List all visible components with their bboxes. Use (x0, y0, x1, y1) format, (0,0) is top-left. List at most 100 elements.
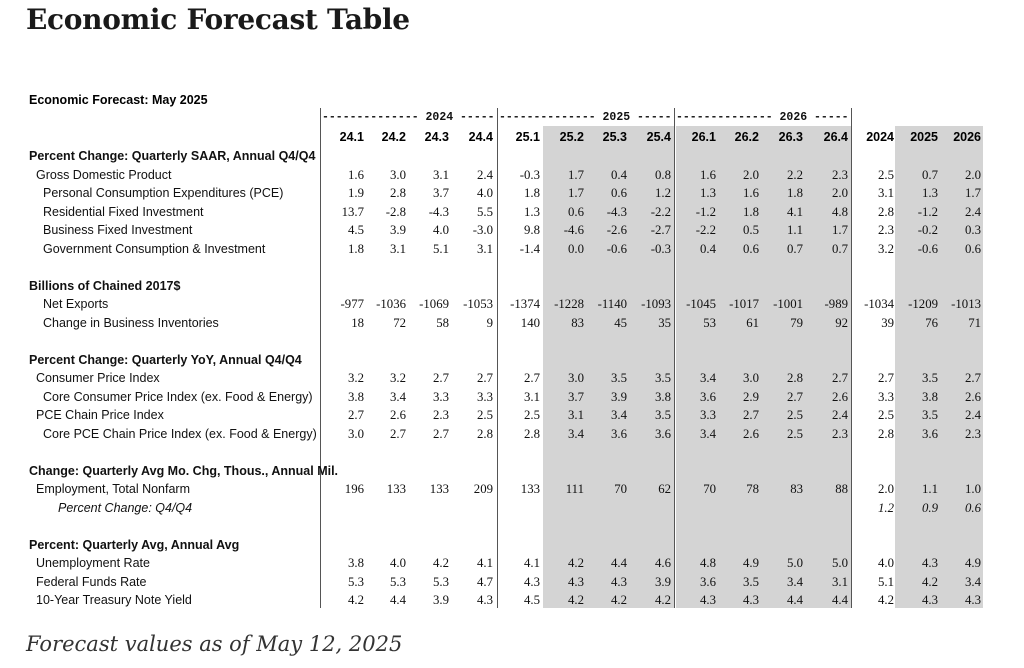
table-cell: 72 (393, 315, 406, 330)
table-cell: 62 (658, 482, 671, 496)
caption: Forecast values as of May 12, 2025 (26, 632, 403, 656)
table-row: Employment, Total Nonfarm 196 133 133 209 133… (0, 480, 1024, 498)
divider-line (320, 108, 321, 608)
column-header: 26.4 (823, 130, 848, 144)
table-cell: -2.2 (695, 223, 716, 237)
table-row: Government Consumption & Investment 1.8 3.… (0, 240, 1024, 258)
table-cell: 4.2 (922, 574, 938, 589)
table-row: Business Fixed Investment 4.5 3.9 4.0 -3.0 9.… (0, 221, 1024, 239)
table-cell: 2.7 (390, 426, 406, 441)
table-cell: 18 (351, 315, 364, 330)
table-cell: 2.6 (832, 389, 848, 404)
table-cell: 1.1 (787, 223, 803, 237)
table-cell: 61 (746, 315, 759, 330)
table-cell: 0.9 (922, 500, 938, 515)
table-cell: 2.8 (878, 204, 894, 219)
table-cell: 2.7 (477, 371, 493, 385)
column-header: 26.3 (778, 130, 803, 144)
table-cell: 4.9 (965, 556, 981, 570)
divider-line (674, 108, 675, 608)
table-cell: 2.4 (965, 408, 981, 422)
table-cell: 4.3 (700, 593, 716, 607)
table-cell: 76 (925, 315, 938, 330)
table-cell: 1.8 (348, 241, 364, 256)
table-cell: 4.2 (348, 593, 364, 607)
table-cell: 39 (881, 315, 894, 330)
table-cell: 4.2 (568, 593, 584, 607)
table-cell: 2.7 (524, 371, 540, 385)
table-cell: 196 (344, 482, 364, 496)
table-title: Economic Forecast: May 2025 (29, 93, 208, 107)
table-cell: 3.2 (348, 371, 364, 385)
row-label: Gross Domestic Product (36, 167, 172, 182)
table-cell: 1.9 (348, 186, 364, 200)
row-label: Personal Consumption Expenditures (PCE) (43, 186, 284, 200)
section-label: Percent Change: Quarterly YoY, Annual Q4… (29, 352, 302, 367)
table-cell: -1228 (554, 297, 584, 311)
year-group-2025: -------------- 2025 -------------- (499, 111, 672, 124)
column-header: 25.4 (646, 130, 671, 144)
section-header-row: Percent: Quarterly Avg, Annual Avg (0, 536, 1024, 554)
table-cell: 0.6 (965, 500, 981, 515)
table-cell: 2.7 (433, 426, 449, 441)
table-cell: 2.7 (965, 371, 981, 385)
table-cell: 1.6 (743, 186, 759, 200)
table-cell: 2.3 (832, 426, 848, 441)
table-cell: -1093 (641, 297, 671, 311)
table-cell: 4.4 (832, 593, 848, 607)
table-cell: 2.7 (743, 408, 759, 422)
table-cell: 70 (614, 482, 627, 496)
column-header: 2024 (866, 130, 894, 144)
table-cell: 3.7 (568, 389, 584, 404)
row-label: Change in Business Inventories (43, 315, 219, 330)
row-label: Core Consumer Price Index (ex. Food & En… (43, 389, 313, 404)
table-cell: 1.8 (743, 204, 759, 219)
table-cell: 70 (703, 482, 716, 496)
row-label: Consumer Price Index (36, 371, 160, 385)
table-cell: 2.3 (878, 223, 894, 237)
table-row: Consumer Price Index 3.2 3.2 2.7 2.7 2.7 3.0 3.… (0, 369, 1024, 387)
table-cell: 3.8 (922, 389, 938, 404)
table-cell: 4.0 (390, 556, 406, 570)
table-cell: 5.3 (433, 574, 449, 589)
table-cell: 3.2 (390, 371, 406, 385)
table-cell: 2.0 (832, 186, 848, 200)
section-header-row: Percent Change: Quarterly YoY, Annual Q4… (0, 351, 1024, 369)
table-cell: 3.1 (477, 241, 493, 256)
table-cell: 4.2 (611, 593, 627, 607)
table-cell: 2.2 (787, 167, 803, 182)
table-cell: 1.7 (965, 186, 981, 200)
section-label: Percent: Quarterly Avg, Annual Avg (29, 537, 240, 552)
table-row: 10-Year Treasury Note Yield 4.2 4.4 3.9 4.3 4… (0, 591, 1024, 609)
table-cell: 2.5 (878, 408, 894, 422)
table-cell: -1.4 (519, 241, 540, 256)
table-cell: 2.7 (878, 371, 894, 385)
spacer-row (0, 517, 1024, 535)
table-cell: 3.1 (568, 408, 584, 422)
column-header: 24.4 (468, 130, 493, 144)
page-title: Economic Forecast Table (26, 3, 410, 36)
table-cell: 4.5 (524, 593, 540, 607)
table-cell: 3.5 (922, 371, 938, 385)
table-cell: 0.7 (832, 241, 848, 256)
table-cell: 2.0 (965, 167, 981, 182)
table-cell: 3.3 (433, 389, 449, 404)
table-row: Gross Domestic Product 1.6 3.0 3.1 2.4 -0.3 1.… (0, 166, 1024, 184)
table-cell: -977 (340, 297, 364, 311)
table-cell: 1.6 (700, 167, 716, 182)
table-cell: 3.2 (878, 241, 894, 256)
table-cell: 4.3 (743, 593, 759, 607)
table-cell: 1.7 (568, 186, 584, 200)
table-cell: 2.6 (965, 389, 981, 404)
table-cell: 9 (486, 315, 493, 330)
table-cell: 3.8 (655, 389, 671, 404)
table-cell: 3.5 (743, 574, 759, 589)
table-cell: -1036 (376, 297, 406, 311)
table-cell: 3.3 (700, 408, 716, 422)
table-cell: -4.3 (428, 204, 449, 219)
column-header: 25.3 (602, 130, 627, 144)
table-cell: 2.7 (433, 371, 449, 385)
table-cell: 2.5 (477, 408, 493, 422)
table-cell: 3.6 (611, 426, 627, 441)
table-cell: 3.9 (390, 223, 406, 237)
